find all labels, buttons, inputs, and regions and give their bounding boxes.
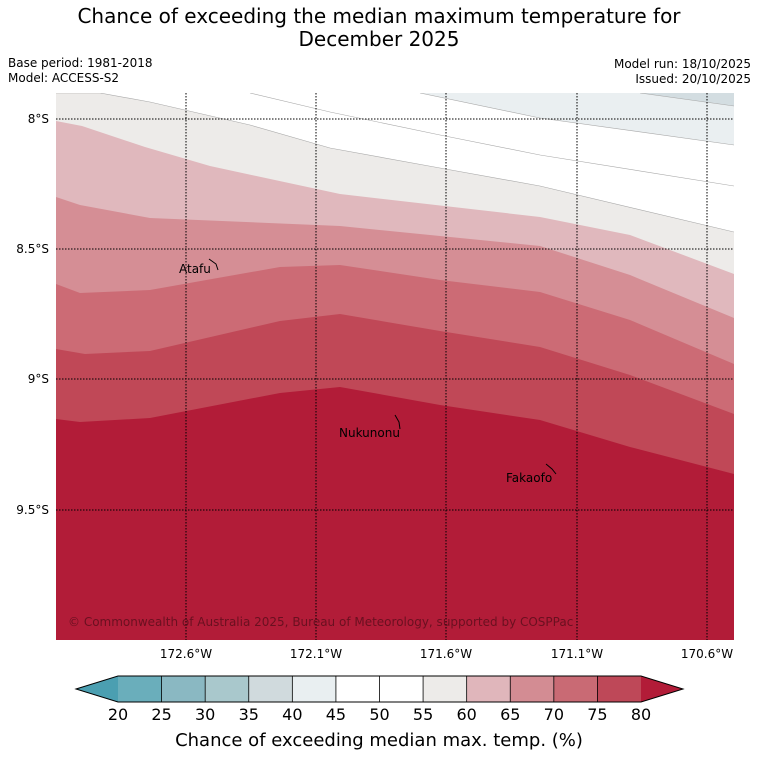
- colorbar-tick-label: 65: [500, 705, 521, 724]
- colorbar-tick-label: 45: [325, 705, 347, 724]
- colorbar-cell: [597, 676, 642, 702]
- colorbar-outline: [74, 675, 685, 703]
- colorbar-cell: [466, 676, 511, 702]
- colorbar-cell: [118, 676, 162, 702]
- colorbar-cell: [161, 676, 206, 702]
- colorbar-tick-label: 55: [412, 705, 434, 724]
- colorbar-cell: [335, 676, 380, 702]
- colorbar-cell: [248, 676, 293, 702]
- band-40-45: [420, 93, 734, 145]
- lat-label-8s: 8°S: [27, 112, 49, 126]
- colorbar-tick-label: 80: [630, 705, 652, 724]
- colorbar: [74, 675, 685, 703]
- contour-line: [419, 93, 734, 146]
- lat-label-8-5s: 8.5°S: [16, 242, 49, 256]
- colorbar-tick-label: 20: [107, 705, 129, 724]
- nukunonu-coastline: [394, 414, 401, 430]
- colorbar-tick-label: 25: [151, 705, 172, 724]
- lon-label-170-6w: 170.6°W: [680, 647, 734, 661]
- graticule: [56, 93, 734, 640]
- fakaofo-coastline: [545, 463, 557, 475]
- colorbar-tick-label: 75: [587, 705, 608, 724]
- colorbar-cell: [205, 676, 250, 702]
- colorbar-cell: [423, 676, 467, 702]
- colorbar-cell: [553, 676, 598, 702]
- band-80-plus: [56, 387, 734, 640]
- map-title: Chance of exceeding the median maximum t…: [0, 5, 758, 51]
- lat-label-9-5s: 9.5°S: [16, 503, 49, 517]
- atafu-coastline: [208, 258, 219, 271]
- colorbar-tick-label: 50: [369, 705, 390, 724]
- atafu-label: Atafu: [179, 262, 211, 276]
- colorbar-tick-label: 30: [194, 705, 216, 724]
- colorbar-tick-label: 40: [282, 705, 303, 724]
- contour-line: [639, 93, 734, 107]
- lon-label-171-6w: 171.6°W: [419, 647, 473, 661]
- colorbar-cells: [118, 676, 642, 702]
- lon-label-171-1w: 171.1°W: [550, 647, 604, 661]
- colorbar-tick-label: 35: [238, 705, 259, 724]
- model-name: Model: ACCESS-S2: [8, 71, 120, 85]
- colorbar-tick-label: 60: [456, 705, 477, 724]
- colorbar-low-extend: [76, 676, 118, 702]
- contour-lines: [56, 93, 734, 233]
- colorbar-tick-label: 70: [543, 705, 565, 724]
- title-line-1: Chance of exceeding the median maximum t…: [77, 4, 681, 28]
- lon-label-172-6w: 172.6°W: [159, 647, 213, 661]
- colorbar-cell: [510, 676, 555, 702]
- fakaofo-label: Fakaofo: [506, 471, 552, 485]
- colorbar-cell: [292, 676, 337, 702]
- nukunonu-label: Nukunonu: [339, 426, 400, 440]
- contour-line: [249, 93, 734, 187]
- lon-label-172-1w: 172.1°W: [289, 647, 343, 661]
- contour-line: [56, 93, 734, 233]
- map-area: Atafu Nukunonu Fakaofo © Commonwealth of…: [56, 93, 734, 640]
- lat-label-9s: 9°S: [27, 372, 49, 386]
- colorbar-label: Chance of exceeding median max. temp. (%…: [175, 730, 583, 751]
- model-run: Model run: 18/10/2025: [613, 57, 751, 71]
- meta-right: Model run: 18/10/2025 Issued: 20/10/2025: [614, 57, 751, 87]
- atolls: [208, 258, 557, 475]
- meta-left: Base period: 1981-2018 Model: ACCESS-S2: [8, 56, 153, 86]
- base-period: Base period: 1981-2018: [8, 56, 153, 70]
- colorbar-cell: [379, 676, 424, 702]
- title-line-2: December 2025: [298, 27, 460, 51]
- copyright-notice: © Commonwealth of Australia 2025, Bureau…: [68, 615, 573, 629]
- colorbar-high-extend: [641, 676, 683, 702]
- issued-date: Issued: 20/10/2025: [635, 72, 751, 86]
